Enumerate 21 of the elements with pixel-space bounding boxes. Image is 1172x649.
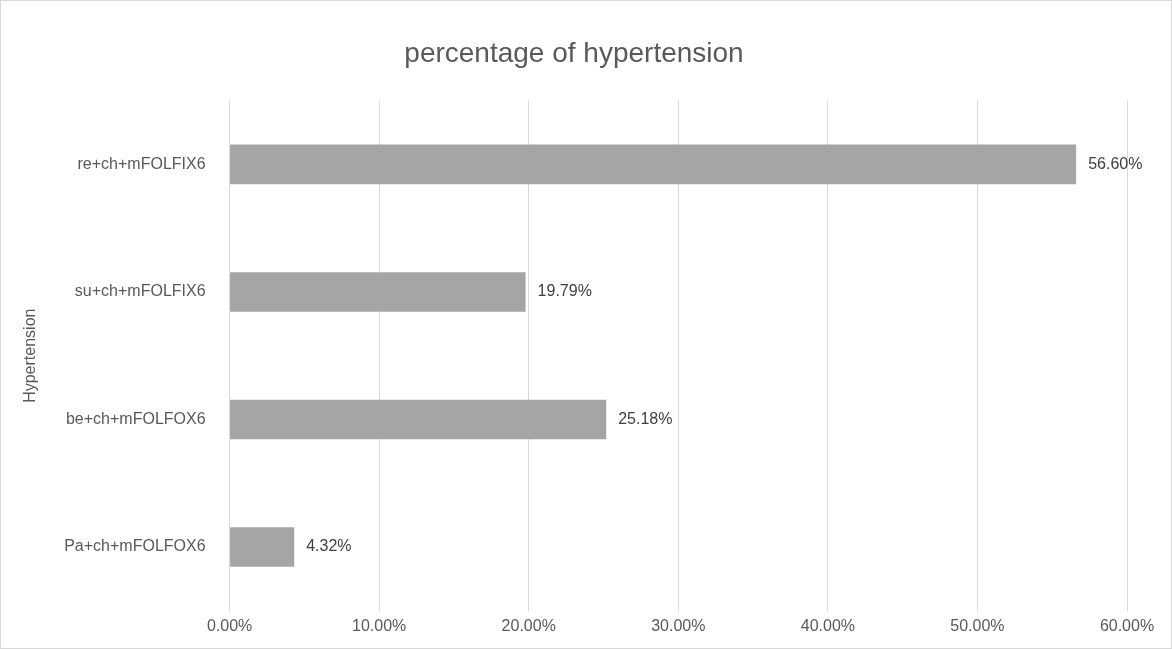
bar — [230, 144, 1077, 185]
x-tick-label: 40.00% — [800, 616, 855, 634]
y-tick-label: Pa+ch+mFOLFOX6 — [64, 537, 206, 555]
chart-title: percentage of hypertension — [404, 36, 744, 68]
bar — [230, 527, 295, 567]
x-tick-label: 60.00% — [1099, 616, 1155, 634]
data-label: 56.60% — [1088, 154, 1143, 172]
y-tick-label: re+ch+mFOLFIX6 — [77, 154, 206, 172]
data-label: 25.18% — [618, 409, 673, 427]
x-tick-label: 10.00% — [352, 616, 407, 634]
data-label: 4.32% — [306, 537, 352, 555]
y-tick-label: su+ch+mFOLFIX6 — [74, 282, 206, 300]
x-tick-label: 30.00% — [651, 616, 706, 634]
x-tick-label: 20.00% — [501, 616, 556, 634]
x-tick-label: 0.00% — [206, 616, 253, 634]
data-label: 19.79% — [537, 282, 592, 300]
y-axis-title: Hypertension — [21, 308, 39, 403]
bar — [230, 272, 526, 312]
y-tick-label: be+ch+mFOLFOX6 — [65, 409, 206, 427]
x-tick-label: 50.00% — [950, 616, 1005, 634]
bar — [230, 399, 607, 440]
